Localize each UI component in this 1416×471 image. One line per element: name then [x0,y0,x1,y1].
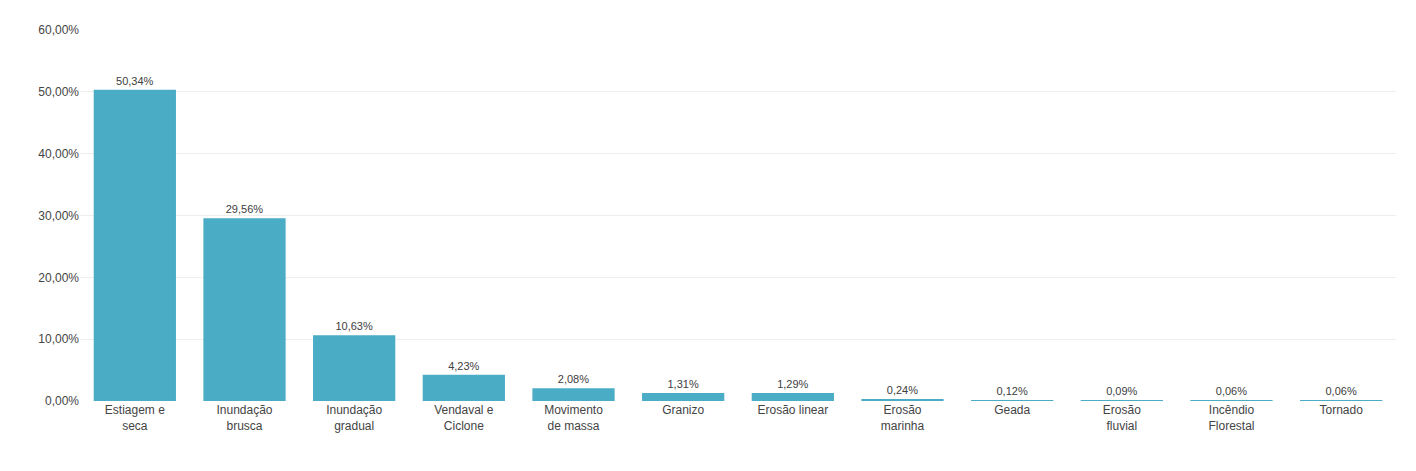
svg-text:40,00%: 40,00% [38,147,79,161]
svg-text:10,63%: 10,63% [335,320,373,332]
svg-text:30,00%: 30,00% [38,209,79,223]
svg-text:IncêndioFlorestal: IncêndioFlorestal [1208,403,1254,433]
svg-text:29,56%: 29,56% [226,203,264,215]
svg-text:Vendaval eCiclone: Vendaval eCiclone [434,403,494,433]
svg-text:0,06%: 0,06% [1325,385,1356,397]
svg-text:0,06%: 0,06% [1216,385,1247,397]
svg-text:Estiagem eseca: Estiagem eseca [105,403,165,433]
svg-text:50,34%: 50,34% [116,75,154,87]
svg-text:Movimentode massa: Movimentode massa [544,403,603,433]
svg-text:2,08%: 2,08% [558,373,589,385]
svg-text:0,09%: 0,09% [1106,385,1137,397]
svg-text:Inundaçãobrusca: Inundaçãobrusca [216,403,272,433]
svg-text:Tornado: Tornado [1319,403,1363,417]
svg-text:Erosão linear: Erosão linear [757,403,828,417]
svg-text:10,00%: 10,00% [38,332,79,346]
svg-text:1,31%: 1,31% [667,378,698,390]
svg-text:Erosãofluvial: Erosãofluvial [1103,403,1141,433]
svg-text:1,29%: 1,29% [777,378,808,390]
svg-text:Erosãomarinha: Erosãomarinha [881,403,925,433]
svg-text:0,24%: 0,24% [887,384,918,396]
svg-text:0,00%: 0,00% [45,394,79,408]
svg-text:4,23%: 4,23% [448,360,479,372]
svg-text:0,12%: 0,12% [996,385,1027,397]
svg-text:Granizo: Granizo [662,403,704,417]
svg-text:20,00%: 20,00% [38,271,79,285]
svg-text:Geada: Geada [994,403,1030,417]
svg-text:Inundaçãogradual: Inundaçãogradual [326,403,382,433]
svg-text:50,00%: 50,00% [38,85,79,99]
svg-text:60,00%: 60,00% [38,23,79,37]
